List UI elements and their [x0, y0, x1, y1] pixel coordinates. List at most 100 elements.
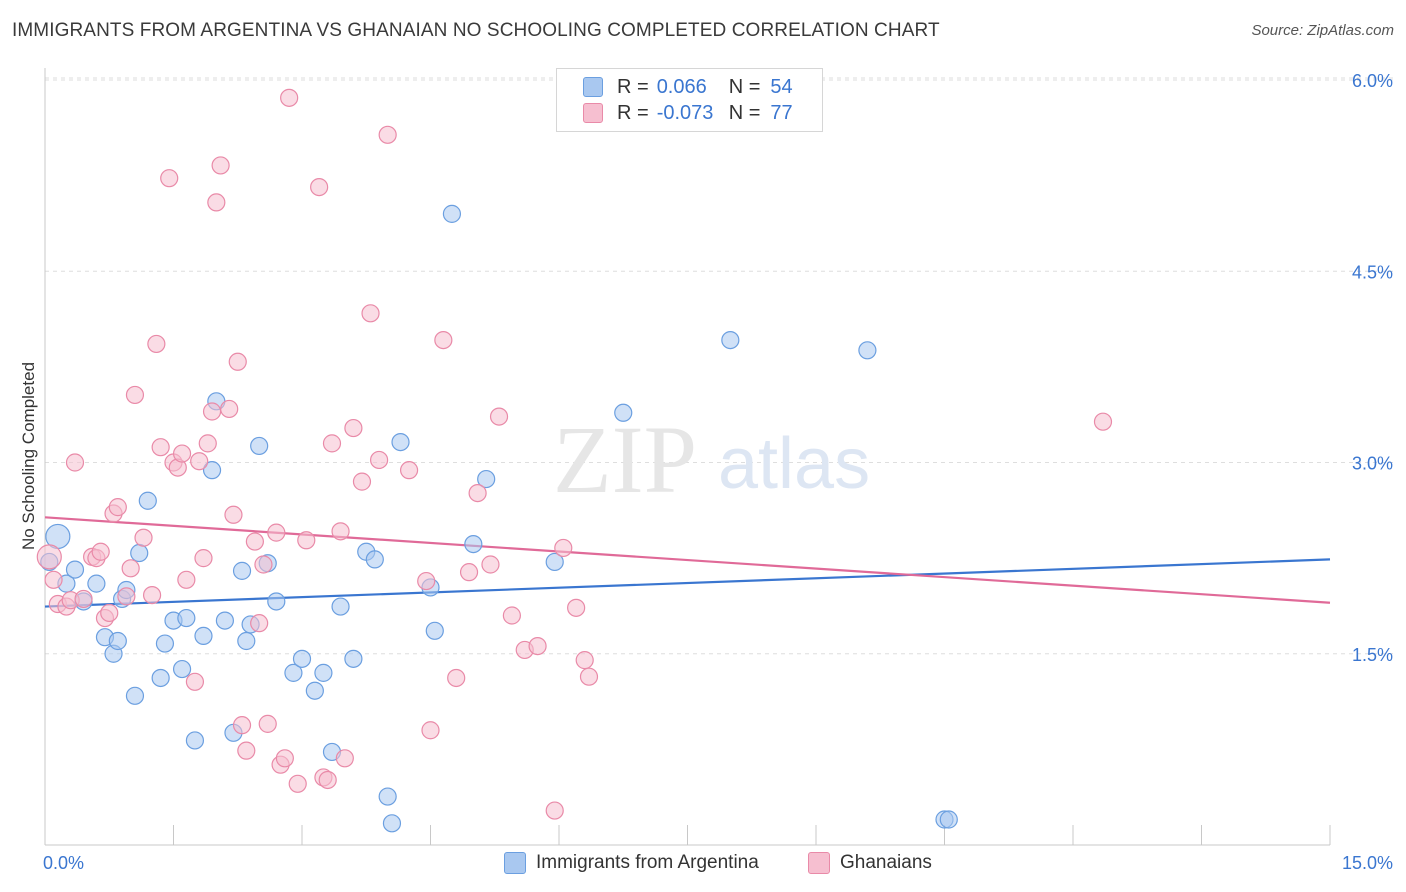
series-legend: Immigrants from Argentina Ghanaians [0, 852, 1406, 878]
legend-label-argentina: Immigrants from Argentina [536, 852, 759, 873]
point-ghanaians [335, 749, 354, 768]
legend-swatch-argentina [504, 852, 526, 874]
point-argentina [284, 663, 303, 682]
point-argentina [425, 621, 444, 640]
point-ghanaians [151, 438, 170, 457]
point-ghanaians [297, 531, 316, 550]
point-ghanaians [331, 522, 350, 541]
legend-r-value: 0.066 [656, 75, 707, 98]
y-tick-label: 6.0% [1352, 71, 1393, 91]
point-argentina [545, 552, 564, 572]
point-argentina [292, 649, 312, 668]
point-argentina [442, 204, 462, 223]
x-tick-label-max: 15.0% [1342, 853, 1393, 873]
point-ghanaians [185, 672, 205, 691]
y-axis-title: No Schooling Completed [19, 362, 38, 550]
legend-r-label: R = [617, 101, 649, 124]
point-ghanaians [100, 603, 119, 623]
point-argentina [177, 608, 196, 628]
point-ghanaians [224, 505, 243, 524]
watermark-zip: ZIP [553, 406, 697, 513]
point-argentina [305, 681, 324, 700]
point-ghanaians [258, 714, 277, 733]
point-ghanaians [459, 563, 479, 582]
point-ghanaians [211, 156, 230, 175]
point-ghanaians [160, 169, 179, 188]
legend-row-ghanaians: R = -0.073 N = 77 [583, 101, 793, 125]
point-argentina [155, 634, 175, 653]
point-ghanaians [232, 716, 252, 735]
data-points [36, 88, 1113, 833]
point-argentina [232, 561, 252, 580]
legend-n-label: N = [728, 101, 761, 124]
point-ghanaians [352, 472, 372, 491]
point-ghanaians [567, 598, 586, 617]
point-ghanaians [198, 434, 217, 453]
point-argentina [464, 534, 483, 554]
correlation-legend: R = 0.066 N = 54 R = -0.073 N = 77 [556, 68, 823, 132]
point-argentina [939, 810, 958, 829]
point-ghanaians [202, 402, 222, 421]
point-ghanaians [575, 651, 594, 670]
point-ghanaians [417, 571, 436, 591]
point-ghanaians [125, 385, 145, 405]
point-argentina [391, 433, 410, 452]
point-ghanaians [172, 444, 192, 463]
legend-r-label: R = [617, 75, 649, 98]
point-argentina [250, 436, 269, 456]
point-argentina [331, 597, 350, 616]
point-ghanaians [237, 741, 256, 760]
point-argentina [87, 574, 106, 593]
point-ghanaians [310, 178, 329, 197]
point-ghanaians [250, 614, 269, 633]
axes [44, 68, 1331, 846]
point-ghanaians [370, 450, 389, 470]
point-ghanaians [280, 88, 299, 107]
point-ghanaians [275, 749, 294, 768]
legend-swatch-argentina [583, 77, 603, 97]
point-argentina [125, 686, 145, 705]
point-ghanaians [254, 555, 273, 574]
point-ghanaians [468, 484, 487, 503]
point-ghanaians [267, 523, 286, 542]
legend-item-ghanaians[interactable]: Ghanaians [808, 852, 932, 874]
point-argentina [108, 631, 127, 651]
point-ghanaians [207, 193, 226, 212]
legend-r-value: -0.073 [656, 101, 714, 124]
point-argentina [185, 731, 205, 750]
point-argentina [365, 550, 384, 569]
legend-row-argentina: R = 0.066 N = 54 [583, 75, 793, 99]
y-tick-label: 1.5% [1352, 645, 1393, 665]
point-ghanaians [177, 570, 196, 589]
point-argentina [202, 461, 222, 480]
legend-swatch-ghanaians [808, 852, 830, 874]
point-ghanaians [481, 555, 500, 574]
legend-swatch-ghanaians [583, 103, 603, 123]
point-ghanaians [91, 542, 110, 561]
source-label: Source: ZipAtlas.com [1251, 22, 1394, 39]
point-ghanaians [142, 585, 162, 605]
point-ghanaians [434, 331, 453, 350]
point-argentina [477, 469, 496, 489]
point-argentina [378, 787, 397, 806]
point-ghanaians [147, 334, 166, 354]
point-ghanaians [579, 667, 599, 686]
point-ghanaians [447, 668, 466, 688]
point-ghanaians [194, 549, 213, 568]
point-argentina [194, 626, 213, 646]
point-argentina [721, 331, 740, 350]
point-argentina [151, 668, 170, 688]
point-ghanaians [361, 304, 380, 323]
point-argentina [614, 403, 633, 422]
point-ghanaians [36, 544, 62, 570]
point-argentina [344, 649, 363, 668]
point-ghanaians [228, 352, 247, 371]
point-ghanaians [399, 461, 419, 480]
point-argentina [130, 543, 149, 563]
legend-item-argentina[interactable]: Immigrants from Argentina [504, 852, 759, 874]
tick-labels: 1.5% 3.0% 4.5% 6.0% 0.0% 15.0% [43, 71, 1393, 873]
point-ghanaians [421, 721, 440, 740]
point-ghanaians [117, 587, 136, 606]
point-ghanaians [288, 774, 307, 793]
